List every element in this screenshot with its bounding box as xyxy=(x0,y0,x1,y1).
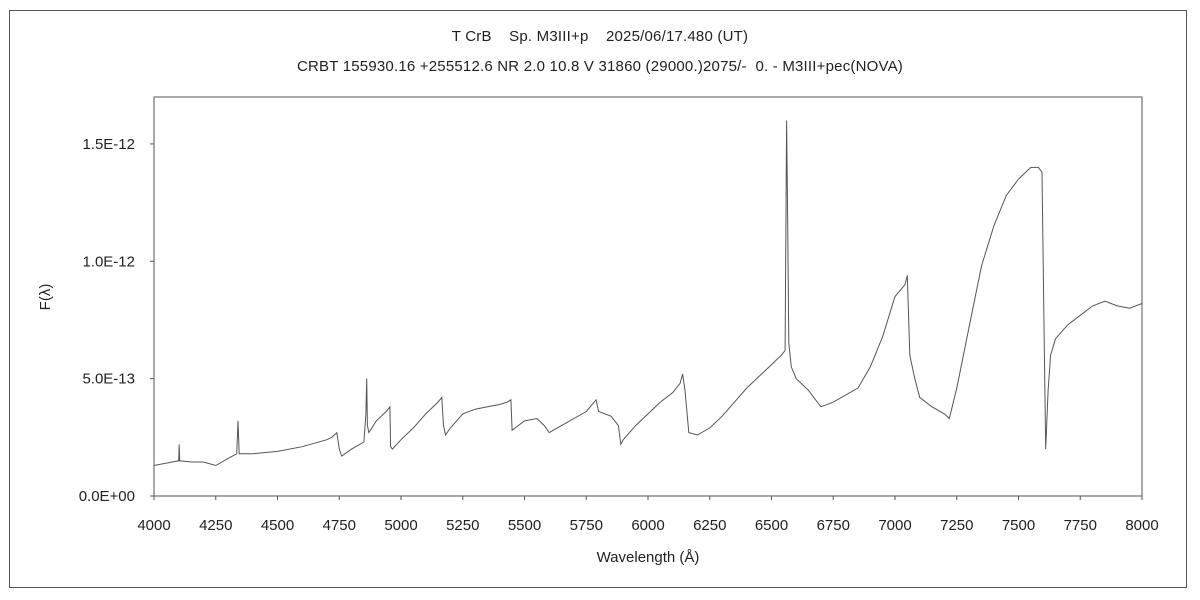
x-tick-label: 5000 xyxy=(384,517,417,534)
x-tick-label: 6250 xyxy=(693,517,726,534)
chart-title: T CrB Sp. M3III+p 2025/06/17.480 (UT) xyxy=(451,28,749,45)
x-tick-label: 7750 xyxy=(1064,517,1097,534)
x-tick-label: 4250 xyxy=(199,517,232,534)
y-axis-label: F(λ) xyxy=(37,284,54,311)
x-tick-label: 6000 xyxy=(631,517,664,534)
y-tick-label: 1.5E-12 xyxy=(82,136,135,153)
chart-frame xyxy=(9,10,1187,588)
x-tick-label: 4750 xyxy=(323,517,356,534)
x-tick-label: 8000 xyxy=(1125,517,1158,534)
x-tick-label: 6500 xyxy=(755,517,788,534)
x-tick-label: 5750 xyxy=(570,517,603,534)
y-tick-label: 5.0E-13 xyxy=(82,371,135,388)
x-tick-label: 7250 xyxy=(940,517,973,534)
x-tick-label: 7000 xyxy=(878,517,911,534)
x-tick-label: 5500 xyxy=(508,517,541,534)
y-axis-ticks: 0.0E+00 5.0E-13 1.0E-12 1.5E-12 xyxy=(79,136,154,505)
spectrum-series-line xyxy=(153,120,1143,467)
x-tick-label: 4000 xyxy=(137,517,170,534)
x-axis-label: Wavelength (Å) xyxy=(597,549,700,566)
x-tick-label: 6750 xyxy=(817,517,850,534)
y-tick-label: 1.0E-12 xyxy=(82,253,135,270)
x-axis-ticks: 4000 4250 4500 4750 5000 5250 5500 5750 6000 6250… xyxy=(137,496,1159,534)
plot-area xyxy=(153,96,1143,497)
y-tick-label: 0.0E+00 xyxy=(79,488,135,505)
x-tick-label: 7500 xyxy=(1002,517,1035,534)
chart-subtitle: CRBT 155930.16 +255512.6 NR 2.0 10.8 V 3… xyxy=(296,58,903,75)
x-tick-label: 5250 xyxy=(446,517,479,534)
x-tick-label: 4500 xyxy=(261,517,294,534)
